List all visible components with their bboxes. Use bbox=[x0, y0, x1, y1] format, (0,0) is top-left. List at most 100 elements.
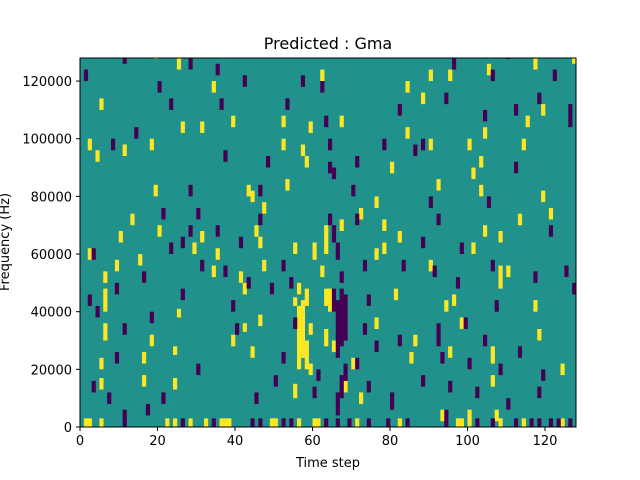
heatmap-cell-high bbox=[142, 375, 147, 387]
heatmap-cell-high bbox=[490, 375, 495, 387]
heatmap-cell-high bbox=[231, 334, 236, 347]
heatmap-cell-high bbox=[95, 150, 100, 162]
heatmap-cell-high bbox=[548, 207, 554, 220]
heatmap-cell-high bbox=[328, 288, 333, 312]
heatmap-cell-high bbox=[525, 115, 530, 128]
heatmap-cell-high bbox=[103, 271, 108, 283]
heatmap-cell-high bbox=[312, 242, 317, 260]
heatmap-cell-high bbox=[153, 184, 158, 197]
heatmap-cell-low bbox=[347, 418, 352, 427]
heatmap-cell-high bbox=[455, 418, 461, 427]
heatmap-cell-high bbox=[297, 418, 302, 427]
heatmap-cell-low bbox=[390, 392, 395, 410]
chart-title: Predicted : Gma bbox=[264, 34, 392, 53]
y-tick-label: 120000 bbox=[22, 75, 72, 90]
heatmap-cell-low bbox=[142, 271, 147, 283]
heatmap-cell-high bbox=[293, 242, 298, 255]
x-tick-label: 100 bbox=[455, 434, 480, 449]
heatmap-cell-low bbox=[95, 305, 100, 318]
heatmap-cell-low bbox=[246, 277, 251, 289]
heatmap-cell-low bbox=[556, 418, 561, 427]
heatmap-cell-low bbox=[107, 392, 112, 404]
plot-frame bbox=[79, 57, 577, 428]
heatmap-cell-high bbox=[130, 213, 135, 226]
heatmap-cell-low bbox=[215, 225, 220, 237]
heatmap-cell-high bbox=[262, 202, 267, 214]
heatmap-cell-high bbox=[281, 138, 286, 151]
heatmap-cell-high bbox=[262, 259, 267, 272]
heatmap-cell-high bbox=[103, 323, 108, 341]
heatmap-cell-high bbox=[250, 190, 255, 203]
heatmap-cell-low bbox=[475, 418, 480, 427]
heatmap-cell-high bbox=[215, 248, 220, 260]
heatmap-cell-low bbox=[436, 213, 441, 226]
heatmap-cell-high bbox=[173, 418, 178, 427]
heatmap-cell-low bbox=[421, 138, 426, 151]
heatmap-cell-low bbox=[281, 259, 286, 272]
heatmap-cell-low bbox=[498, 363, 503, 376]
heatmap-cell-low bbox=[258, 213, 263, 226]
heatmap-cell-low bbox=[324, 115, 329, 128]
heatmap-cell-low bbox=[440, 352, 445, 364]
heatmap-cell-high bbox=[397, 418, 402, 427]
heatmap-cell-low bbox=[111, 138, 116, 151]
heatmap-cell-high bbox=[242, 323, 247, 332]
heatmap-cell-low bbox=[335, 418, 340, 427]
heatmap-cell-low bbox=[149, 311, 154, 324]
heatmap-cell-low bbox=[114, 352, 120, 364]
heatmap-cell-high bbox=[533, 58, 538, 70]
heatmap-cell-low bbox=[328, 161, 333, 174]
heatmap-cell-high bbox=[331, 340, 337, 353]
x-axis-ticks: 0 20 40 60 80 100 120 bbox=[76, 427, 557, 449]
y-axis-ticks: 0 20000 40000 60000 80000 100000 120000 bbox=[22, 75, 80, 436]
heatmap-cell-low bbox=[355, 156, 360, 168]
heatmap-cell-low bbox=[455, 277, 461, 289]
heatmap-cell-high bbox=[339, 219, 344, 231]
heatmap-cell-low bbox=[328, 213, 333, 226]
heatmap-cell-high bbox=[192, 242, 197, 255]
heatmap-cell-low bbox=[258, 418, 263, 427]
heatmap-cell-low bbox=[541, 369, 546, 381]
heatmap-cell-low bbox=[564, 265, 569, 278]
heatmap-cell-high bbox=[560, 418, 565, 427]
y-tick-label: 100000 bbox=[22, 133, 72, 148]
heatmap-cell-low bbox=[250, 418, 255, 427]
heatmap-cell-high bbox=[223, 418, 228, 427]
heatmap-cell-low bbox=[242, 75, 247, 87]
heatmap-cell-high bbox=[324, 225, 329, 255]
heatmap-cell-high bbox=[428, 69, 433, 82]
heatmap-cell-high bbox=[405, 81, 410, 93]
heatmap-cell-high bbox=[359, 207, 364, 220]
y-axis-label: Frequency (Hz) bbox=[0, 193, 13, 291]
heatmap-cell-high bbox=[359, 392, 364, 404]
heatmap-cell-low bbox=[486, 196, 492, 208]
heatmap-cell-high bbox=[142, 352, 147, 364]
heatmap-cell-low bbox=[517, 346, 523, 358]
heatmap-cell-low bbox=[537, 418, 542, 427]
heatmap-cell-low bbox=[506, 398, 511, 410]
heatmap-cell-low bbox=[514, 418, 519, 427]
heatmap-cell-low bbox=[157, 81, 162, 93]
heatmap-cell-high bbox=[517, 213, 523, 226]
heatmap-cell-low bbox=[331, 225, 337, 243]
heatmap-cell-low bbox=[285, 98, 290, 110]
heatmap-cell-low bbox=[180, 236, 185, 249]
heatmap-cell-high bbox=[250, 346, 255, 358]
heatmap-cell-high bbox=[258, 236, 263, 249]
heatmap-cell-low bbox=[161, 392, 166, 404]
heatmap-cell-low bbox=[428, 196, 433, 208]
heatmap-cell-low bbox=[215, 63, 220, 76]
heatmap-cell-high bbox=[304, 288, 309, 306]
heatmap-cell-high bbox=[308, 121, 313, 133]
heatmap-cell-low bbox=[196, 363, 201, 376]
heatmap-cell-high bbox=[312, 418, 317, 427]
heatmap-cell-low bbox=[134, 127, 139, 139]
heatmap-cell-high bbox=[479, 156, 484, 168]
heatmap-cell-high bbox=[254, 225, 259, 237]
heatmap-cell-low bbox=[386, 418, 391, 427]
y-tick-label: 0 bbox=[64, 421, 72, 436]
heatmap-cell-low bbox=[83, 69, 89, 82]
heatmap-cell-low bbox=[188, 184, 193, 197]
heatmap-cell-low bbox=[331, 288, 337, 312]
